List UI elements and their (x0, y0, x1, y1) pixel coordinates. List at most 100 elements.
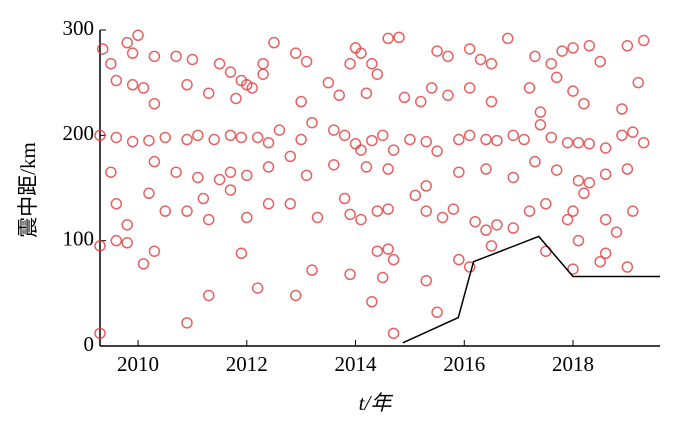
point (360, 161, 373, 173)
point (442, 50, 454, 63)
point (382, 163, 394, 175)
point (94, 129, 106, 142)
point (241, 169, 253, 182)
point (224, 166, 237, 178)
x-tick-label: 2010 (117, 352, 159, 376)
point (300, 55, 313, 68)
point (235, 131, 248, 144)
point (349, 138, 362, 150)
point (170, 50, 182, 63)
point (121, 36, 133, 49)
y-tick-label: 200 (63, 121, 95, 145)
point (480, 133, 492, 146)
point (583, 138, 596, 150)
point (159, 131, 171, 144)
point (627, 205, 639, 217)
point (371, 205, 384, 217)
point (534, 106, 547, 118)
point (453, 133, 465, 146)
point (224, 129, 237, 142)
point (474, 53, 487, 66)
point (181, 133, 193, 146)
point (567, 263, 579, 275)
point (322, 76, 335, 89)
point (518, 133, 530, 146)
x-tick-label: 2012 (226, 352, 268, 376)
point (202, 87, 215, 99)
point (224, 184, 237, 196)
point (463, 82, 476, 94)
point (208, 133, 220, 146)
point (578, 97, 590, 110)
point (415, 95, 427, 108)
point (344, 57, 356, 70)
point (529, 50, 541, 63)
point (463, 261, 476, 273)
y-axis-label: 震中距/km (16, 142, 40, 238)
point (306, 264, 318, 276)
point (181, 205, 193, 217)
point (289, 47, 302, 59)
point (306, 116, 318, 129)
point (376, 129, 389, 142)
point (338, 129, 351, 142)
point (463, 129, 476, 142)
point (507, 129, 519, 142)
point (257, 68, 269, 80)
point (181, 317, 193, 329)
point (132, 29, 144, 42)
point (371, 68, 384, 80)
point (540, 198, 552, 210)
point (105, 166, 117, 178)
point (599, 142, 612, 154)
point (202, 213, 215, 226)
point (213, 57, 226, 70)
point (463, 43, 476, 55)
point (572, 234, 585, 247)
point (621, 163, 634, 175)
point (110, 131, 123, 144)
point (328, 124, 340, 136)
line (402, 235, 660, 344)
point (583, 176, 596, 189)
point (235, 247, 248, 260)
point (431, 306, 443, 319)
point (295, 95, 307, 108)
point (616, 103, 628, 115)
point (186, 53, 199, 66)
point (485, 240, 498, 252)
point (110, 198, 123, 210)
point (485, 57, 498, 70)
point (360, 87, 373, 99)
point (594, 55, 606, 68)
point (213, 173, 226, 186)
y-tick-label: 100 (63, 226, 95, 250)
point (126, 135, 139, 148)
point (121, 237, 133, 249)
point (545, 57, 558, 70)
y-tick-label: 0 (84, 332, 95, 356)
point (491, 134, 503, 147)
point (436, 211, 449, 224)
point (230, 92, 242, 105)
point (409, 189, 422, 202)
point (567, 85, 579, 97)
point (224, 66, 237, 78)
point (550, 71, 563, 84)
point (344, 268, 356, 281)
point (289, 289, 302, 302)
point (110, 74, 123, 87)
point (404, 133, 416, 146)
point (300, 169, 313, 182)
point (447, 203, 460, 215)
point (507, 222, 519, 234)
point (311, 211, 324, 224)
point (529, 155, 541, 168)
point (262, 136, 275, 149)
point (632, 76, 645, 89)
point (578, 187, 590, 200)
point (355, 144, 367, 156)
point (382, 32, 394, 45)
point (295, 133, 307, 146)
x-tick-label: 2016 (443, 352, 485, 376)
